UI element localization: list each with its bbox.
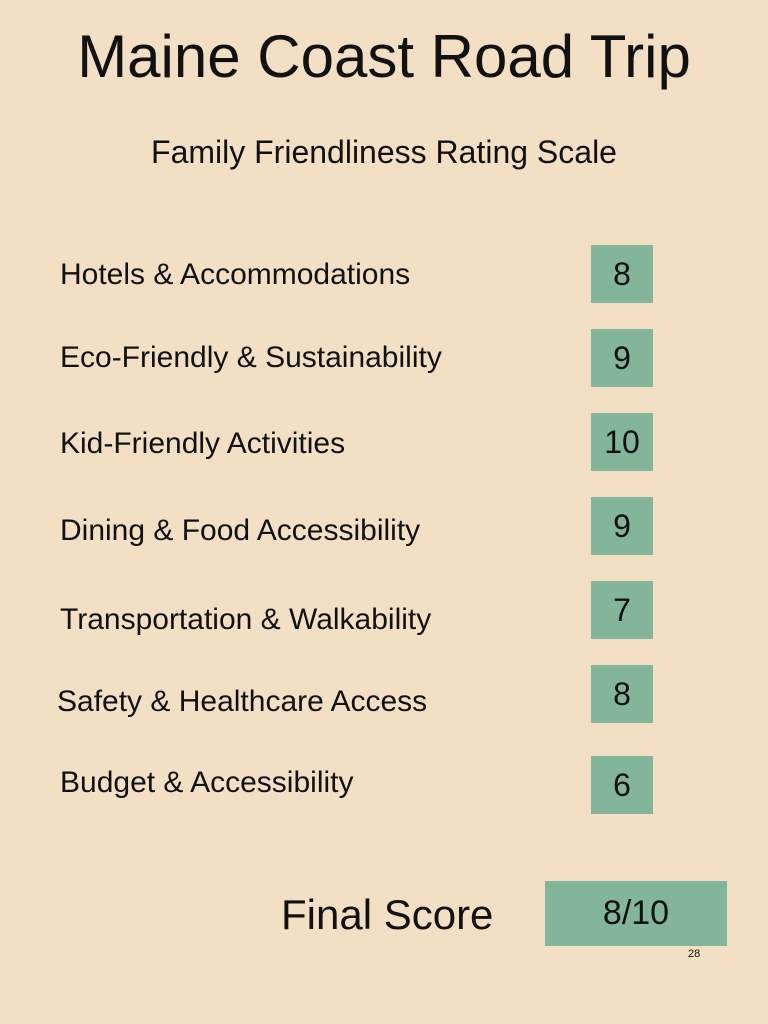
- title: Maine Coast Road Trip: [77, 23, 691, 90]
- rating-label: Safety & Healthcare Access: [57, 685, 428, 718]
- rating-label: Budget & Accessibility: [60, 766, 354, 799]
- rating-label: Hotels & Accommodations: [60, 258, 411, 291]
- rating-score: 8: [591, 665, 653, 723]
- rating-score: 8: [591, 245, 653, 303]
- subtitle: Family Friendliness Rating Scale: [151, 134, 617, 170]
- rating-label: Transportation & Walkability: [60, 603, 432, 636]
- rating-label: Dining & Food Accessibility: [60, 514, 421, 547]
- page-number: 28: [688, 948, 701, 960]
- rating-score: 9: [591, 329, 653, 387]
- rating-label: Eco-Friendly & Sustainability: [60, 341, 442, 374]
- rating-score: 6: [591, 756, 653, 814]
- rating-label: Kid-Friendly Activities: [60, 427, 346, 460]
- rating-score: 7: [591, 581, 653, 639]
- rating-score: 9: [591, 497, 653, 555]
- rating-score: 10: [591, 413, 653, 471]
- final-score-label: Final Score: [281, 891, 494, 938]
- final-score-value: 8/10: [545, 881, 727, 946]
